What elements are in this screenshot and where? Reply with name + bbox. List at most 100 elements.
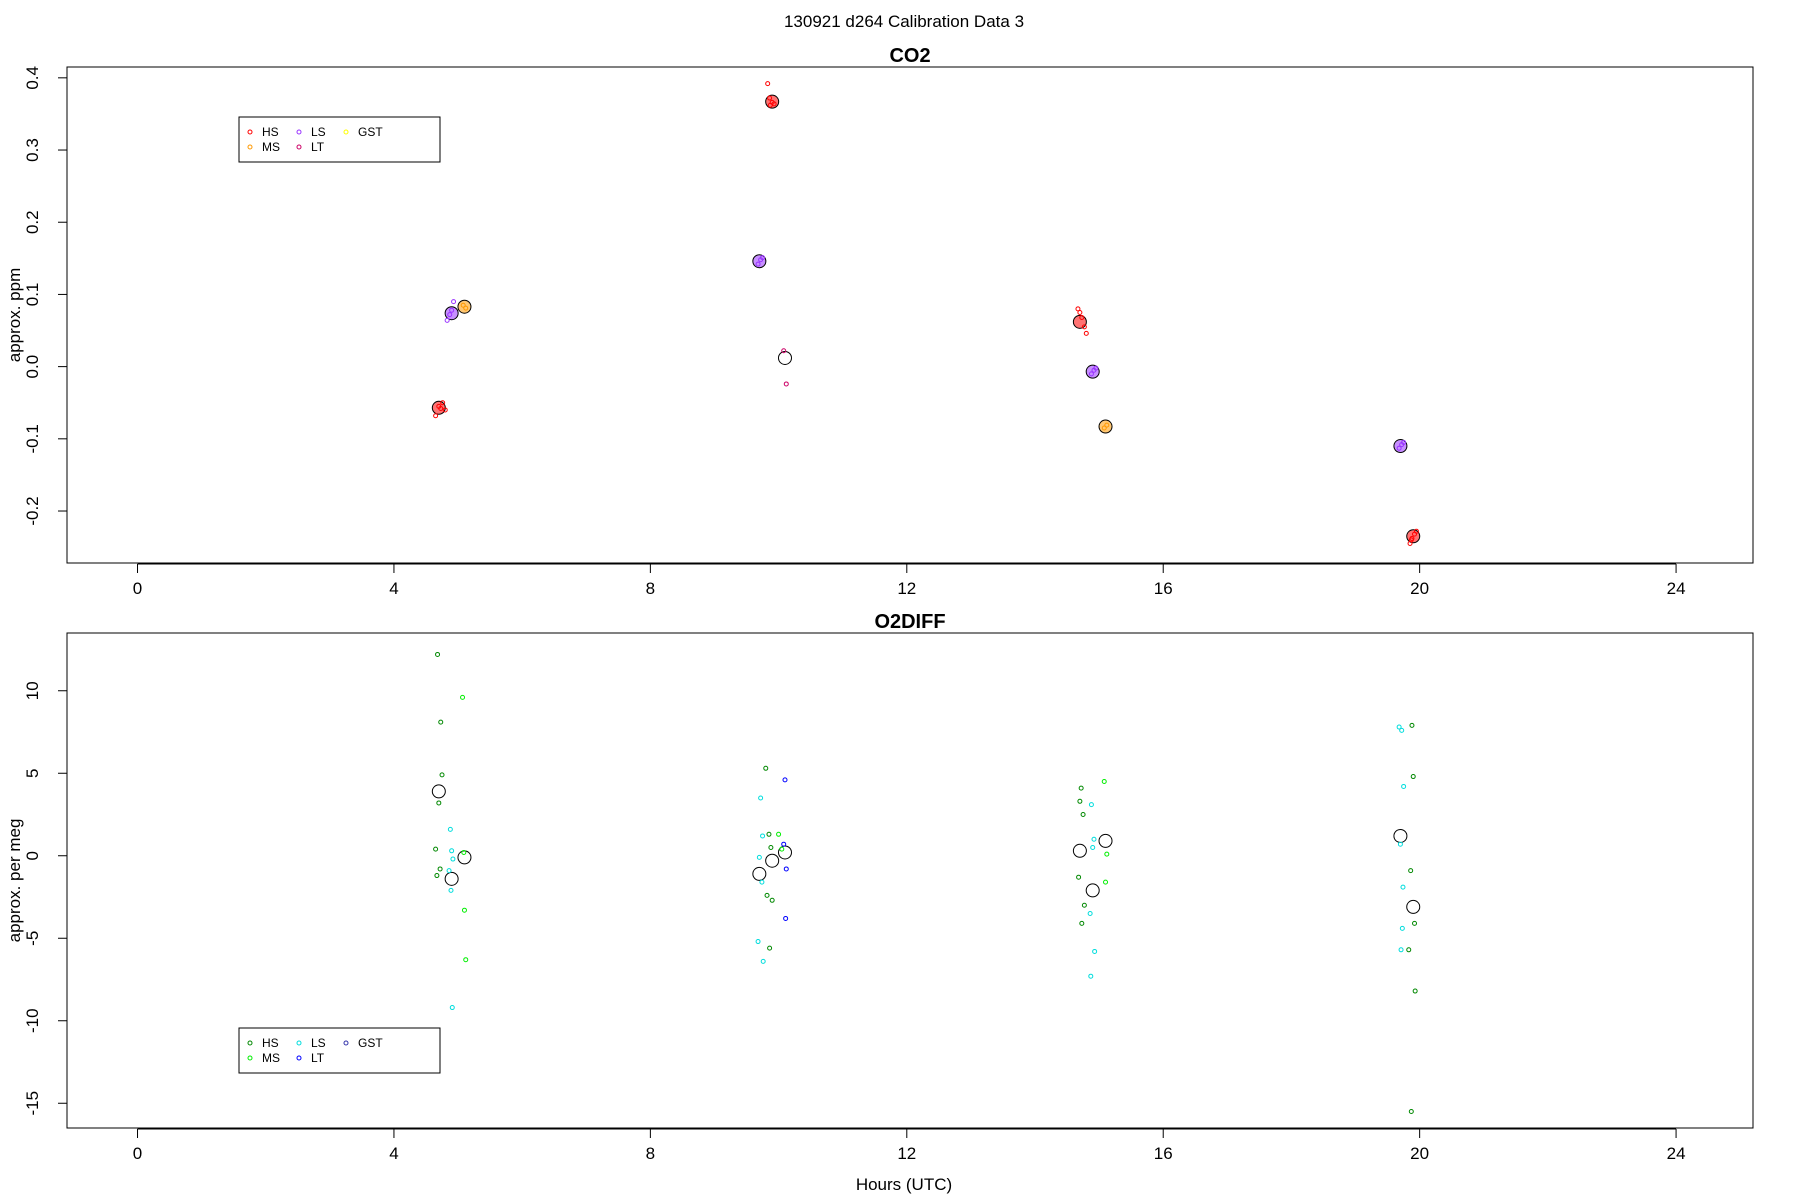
o2diff-mean-marker bbox=[752, 866, 767, 881]
o2diff-point-ls bbox=[1087, 911, 1093, 916]
co2-y-tick-label: -0.2 bbox=[23, 496, 42, 525]
co2-x-tick-label: 12 bbox=[897, 579, 916, 598]
co2-point-ls bbox=[447, 312, 453, 318]
o2diff-y-tick-label: 10 bbox=[23, 681, 42, 700]
co2-point-ms bbox=[463, 305, 469, 311]
o2diff-y-tick-label: 0 bbox=[23, 851, 42, 860]
o2diff-x-tick-label: 24 bbox=[1667, 1144, 1686, 1163]
o2diff-point-ls bbox=[1399, 727, 1405, 733]
o2diff-x-tick-label: 12 bbox=[897, 1144, 916, 1163]
o2diff-point-ls bbox=[448, 887, 454, 893]
co2-point-ls bbox=[449, 307, 455, 313]
co2-point-hs bbox=[1083, 330, 1089, 336]
co2-x-tick-label: 8 bbox=[646, 579, 655, 598]
co2-y-tick-label: 0.3 bbox=[23, 138, 42, 162]
co2-point-ls bbox=[1093, 365, 1099, 371]
o2diff-point-ms bbox=[1101, 779, 1107, 784]
o2diff-mean-marker bbox=[1085, 883, 1100, 898]
co2-x-tick-label: 0 bbox=[133, 579, 142, 598]
co2-point-hs bbox=[442, 407, 448, 413]
co2-y-tick-label: -0.1 bbox=[23, 424, 42, 453]
o2diff-point-ls bbox=[760, 958, 766, 964]
co2-point-ls bbox=[451, 299, 457, 305]
co2-legend-box bbox=[238, 116, 441, 163]
o2diff-point-hs bbox=[1076, 874, 1082, 880]
co2-point-hs bbox=[438, 405, 444, 411]
o2diff-point-ls bbox=[759, 879, 765, 885]
o2diff-mean-marker bbox=[765, 853, 780, 868]
o2diff-legend-box bbox=[238, 1027, 441, 1074]
o2diff-point-ls bbox=[449, 848, 455, 854]
o2diff-mean-marker bbox=[457, 850, 472, 865]
o2diff-legend-marker-ms bbox=[247, 1055, 253, 1061]
o2diff-point-ls bbox=[447, 826, 453, 832]
co2-point-hs bbox=[1075, 306, 1081, 312]
co2-point-ms bbox=[1104, 422, 1110, 428]
o2diff-point-hs bbox=[1078, 785, 1084, 791]
co2-point-ls bbox=[444, 317, 450, 323]
co2-point-hs bbox=[765, 81, 771, 87]
o2diff-point-hs bbox=[768, 845, 774, 850]
x-axis-label: Hours (UTC) bbox=[856, 1175, 952, 1194]
o2diff-point-ms bbox=[1104, 851, 1110, 857]
o2diff-point-hs bbox=[766, 831, 772, 837]
co2-point-ls bbox=[1401, 439, 1407, 445]
o2diff-point-hs bbox=[1077, 798, 1083, 804]
co2-point-ms bbox=[1101, 425, 1107, 431]
o2diff-point-hs bbox=[1408, 1109, 1414, 1114]
co2-x-tick-label: 24 bbox=[1667, 579, 1686, 598]
o2diff-point-ms bbox=[1103, 879, 1109, 885]
o2diff-point-ls bbox=[1090, 845, 1096, 850]
o2diff-point-lt bbox=[781, 841, 787, 847]
o2diff-legend-marker-ls bbox=[296, 1040, 302, 1046]
o2diff-point-hs bbox=[1080, 812, 1086, 817]
co2-x-tick-label: 16 bbox=[1154, 579, 1173, 598]
o2diff-point-hs bbox=[1412, 920, 1418, 926]
o2diff-point-ls bbox=[1397, 841, 1403, 847]
o2diff-x-tick-label: 20 bbox=[1410, 1144, 1429, 1163]
co2-legend-marker-ms bbox=[247, 144, 253, 150]
o2diff-mean-marker bbox=[431, 784, 446, 799]
o2diff-y-axis-label: approx. per meg bbox=[5, 819, 24, 943]
co2-point-hs bbox=[1077, 309, 1083, 315]
o2diff-point-ms bbox=[461, 849, 467, 855]
o2diff-point-hs bbox=[437, 866, 443, 872]
o2diff-point-hs bbox=[1410, 774, 1416, 780]
o2diff-point-hs bbox=[439, 772, 445, 778]
o2diff-point-ms bbox=[463, 957, 469, 963]
co2-point-lt bbox=[783, 381, 789, 387]
o2diff-point-hs bbox=[767, 945, 773, 951]
co2-legend-label-gst: GST bbox=[358, 125, 383, 139]
o2diff-point-hs bbox=[1406, 947, 1412, 953]
o2diff-point-lt bbox=[782, 777, 788, 783]
o2diff-legend-label-ms: MS bbox=[262, 1051, 280, 1065]
o2diff-point-ms bbox=[776, 831, 782, 837]
o2diff-point-hs bbox=[1081, 902, 1087, 908]
co2-legend-label-hs: HS bbox=[262, 125, 279, 139]
o2diff-mean-marker bbox=[444, 871, 459, 886]
o2diff-point-ls bbox=[1399, 925, 1405, 931]
co2-y-axis-label: approx. ppm bbox=[5, 268, 24, 363]
co2-point-hs bbox=[1079, 315, 1085, 321]
o2diff-y-tick-label: 5 bbox=[23, 769, 42, 778]
o2diff-point-ls bbox=[1088, 802, 1094, 808]
o2diff-point-hs bbox=[1408, 868, 1414, 874]
o2diff-legend-label-gst: GST bbox=[358, 1036, 383, 1050]
o2diff-point-ls bbox=[1401, 783, 1407, 789]
co2-legend-label-ls: LS bbox=[311, 125, 326, 139]
o2diff-panel: O2DIFF 0 4 8 12 16 20 24 -15 -10 -5 0 5 10 approx. per… bbox=[5, 611, 1754, 1163]
o2diff-point-hs bbox=[764, 892, 770, 898]
o2diff-point-hs bbox=[436, 800, 442, 806]
co2-y-tick-label: 0.2 bbox=[23, 210, 42, 234]
co2-x-tick-label: 20 bbox=[1410, 579, 1429, 598]
o2diff-point-hs bbox=[769, 897, 775, 903]
co2-point-hs bbox=[771, 101, 777, 107]
co2-point-hs bbox=[433, 413, 439, 419]
o2diff-legend-label-ls: LS bbox=[311, 1036, 326, 1050]
o2diff-x-tick-label: 0 bbox=[133, 1144, 142, 1163]
o2diff-point-ls bbox=[1400, 884, 1406, 890]
o2diff-point-ms bbox=[460, 694, 466, 700]
o2diff-point-ls bbox=[1092, 948, 1098, 954]
co2-legend-marker-gst bbox=[343, 129, 349, 135]
